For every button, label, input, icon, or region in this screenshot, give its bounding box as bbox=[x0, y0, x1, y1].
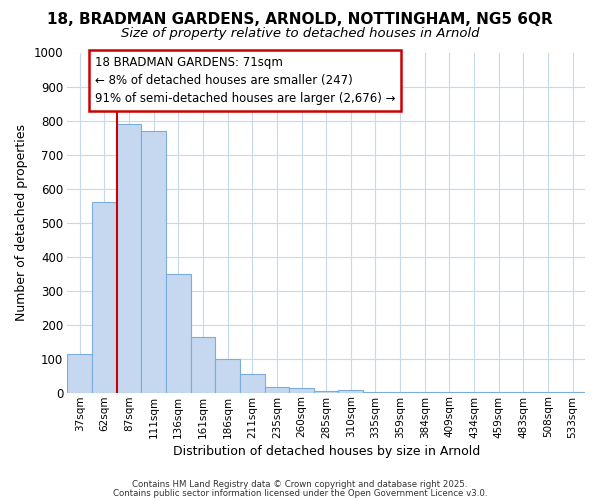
Text: 18 BRADMAN GARDENS: 71sqm
← 8% of detached houses are smaller (247)
91% of semi-: 18 BRADMAN GARDENS: 71sqm ← 8% of detach… bbox=[95, 56, 395, 105]
Text: Size of property relative to detached houses in Arnold: Size of property relative to detached ho… bbox=[121, 28, 479, 40]
Bar bbox=[116, 124, 141, 392]
Text: 18, BRADMAN GARDENS, ARNOLD, NOTTINGHAM, NG5 6QR: 18, BRADMAN GARDENS, ARNOLD, NOTTINGHAM,… bbox=[47, 12, 553, 28]
Bar bbox=[215, 358, 240, 392]
Bar bbox=[289, 388, 314, 392]
Text: Contains HM Land Registry data © Crown copyright and database right 2025.: Contains HM Land Registry data © Crown c… bbox=[132, 480, 468, 489]
Bar bbox=[314, 391, 338, 392]
Text: Contains public sector information licensed under the Open Government Licence v3: Contains public sector information licen… bbox=[113, 488, 487, 498]
Bar bbox=[265, 386, 289, 392]
Bar bbox=[92, 202, 116, 392]
Y-axis label: Number of detached properties: Number of detached properties bbox=[15, 124, 28, 321]
X-axis label: Distribution of detached houses by size in Arnold: Distribution of detached houses by size … bbox=[173, 444, 480, 458]
Bar bbox=[240, 374, 265, 392]
Bar bbox=[191, 336, 215, 392]
Bar bbox=[166, 274, 191, 392]
Bar bbox=[141, 130, 166, 392]
Bar bbox=[338, 390, 363, 392]
Bar bbox=[67, 354, 92, 393]
